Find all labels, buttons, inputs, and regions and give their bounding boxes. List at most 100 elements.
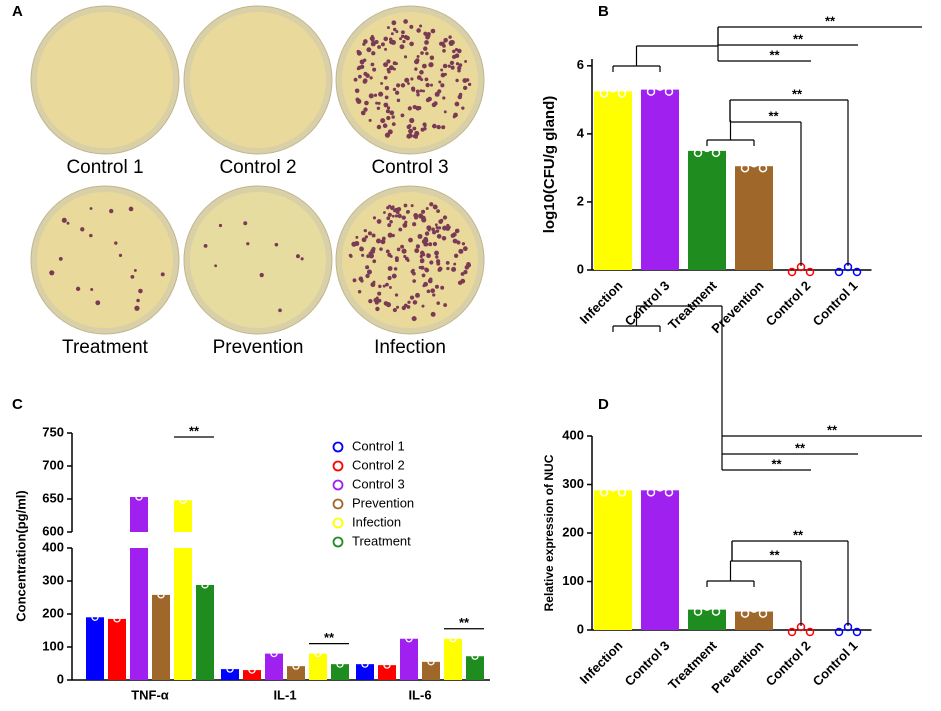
- data-point: [664, 488, 674, 497]
- colony: [391, 273, 397, 279]
- colony: [419, 70, 424, 75]
- colony: [373, 93, 378, 97]
- colony: [409, 117, 415, 124]
- colony: [404, 256, 409, 261]
- data-point: [157, 591, 165, 599]
- colony: [376, 124, 382, 130]
- colony: [243, 221, 248, 226]
- colony: [386, 106, 391, 110]
- colony: [394, 258, 399, 263]
- data-point: [852, 267, 862, 277]
- colony: [380, 42, 385, 47]
- colony: [455, 78, 459, 83]
- colony: [400, 34, 405, 38]
- colony: [400, 83, 406, 88]
- significance: **: [769, 547, 780, 562]
- colony: [418, 213, 424, 219]
- data-point: [608, 483, 618, 492]
- colony: [403, 203, 408, 208]
- bar: [152, 594, 170, 680]
- colony: [423, 46, 428, 51]
- legend-label: Control 2: [352, 457, 405, 472]
- colony: [371, 51, 376, 56]
- colony: [448, 225, 451, 229]
- colony: [413, 215, 419, 220]
- colony: [378, 91, 384, 97]
- colony: [464, 59, 468, 63]
- colony: [383, 75, 388, 80]
- colony: [360, 110, 366, 116]
- x-tick-label: Infection: [577, 278, 626, 327]
- y-tick-label: 100: [562, 573, 584, 588]
- colony: [417, 106, 422, 110]
- colony: [389, 286, 392, 289]
- colony: [353, 77, 358, 82]
- colony: [418, 265, 422, 270]
- colony: [368, 298, 373, 304]
- data-point: [361, 660, 369, 668]
- colony: [461, 242, 466, 246]
- colony: [424, 242, 429, 247]
- bar: [356, 664, 374, 680]
- colony: [380, 118, 386, 124]
- colony: [428, 242, 433, 247]
- data-point: [787, 627, 797, 637]
- legend-marker: [332, 498, 344, 510]
- data-point: [617, 488, 627, 497]
- data-point: [179, 496, 187, 504]
- colony: [363, 229, 367, 233]
- data-point: [834, 627, 844, 637]
- colony: [410, 77, 414, 81]
- colony: [372, 259, 377, 264]
- colony: [430, 83, 434, 87]
- colony: [412, 126, 417, 131]
- colony: [421, 252, 426, 257]
- significance: **: [827, 422, 838, 437]
- colony: [394, 293, 399, 297]
- bar: [309, 653, 327, 680]
- colony: [414, 67, 418, 71]
- dish-agar: [37, 12, 173, 148]
- colony: [348, 253, 353, 258]
- colony: [401, 305, 406, 311]
- colony: [372, 280, 376, 284]
- colony: [457, 65, 462, 71]
- colony: [368, 251, 372, 255]
- colony: [370, 41, 376, 47]
- colony: [450, 65, 455, 70]
- colony: [436, 209, 440, 214]
- colony: [438, 80, 442, 84]
- colony: [379, 247, 383, 251]
- colony: [368, 118, 372, 122]
- bar: [594, 91, 632, 270]
- bar: [221, 669, 239, 680]
- colony: [436, 124, 441, 130]
- data-point: [383, 661, 391, 669]
- colony: [451, 266, 457, 272]
- colony: [393, 267, 398, 271]
- colony: [422, 122, 427, 127]
- data-point: [314, 649, 322, 658]
- y-tick-label: 4: [577, 125, 585, 140]
- colony: [423, 281, 428, 287]
- data-point: [664, 87, 674, 96]
- data-point: [749, 158, 759, 168]
- colony: [407, 82, 410, 85]
- data-point: [787, 267, 797, 277]
- data-point: [852, 627, 862, 637]
- x-tick-label: IL-1: [273, 687, 296, 702]
- colony: [443, 303, 448, 307]
- colony: [402, 222, 408, 228]
- colony: [432, 204, 438, 210]
- colony: [391, 20, 397, 26]
- data-point: [113, 615, 121, 623]
- colony: [452, 238, 458, 244]
- colony: [438, 226, 442, 230]
- colony: [389, 110, 395, 116]
- colony: [383, 211, 386, 214]
- colony: [133, 269, 137, 272]
- data-point: [740, 609, 750, 618]
- colony: [386, 67, 390, 72]
- data-point: [693, 148, 703, 158]
- colony: [454, 47, 459, 52]
